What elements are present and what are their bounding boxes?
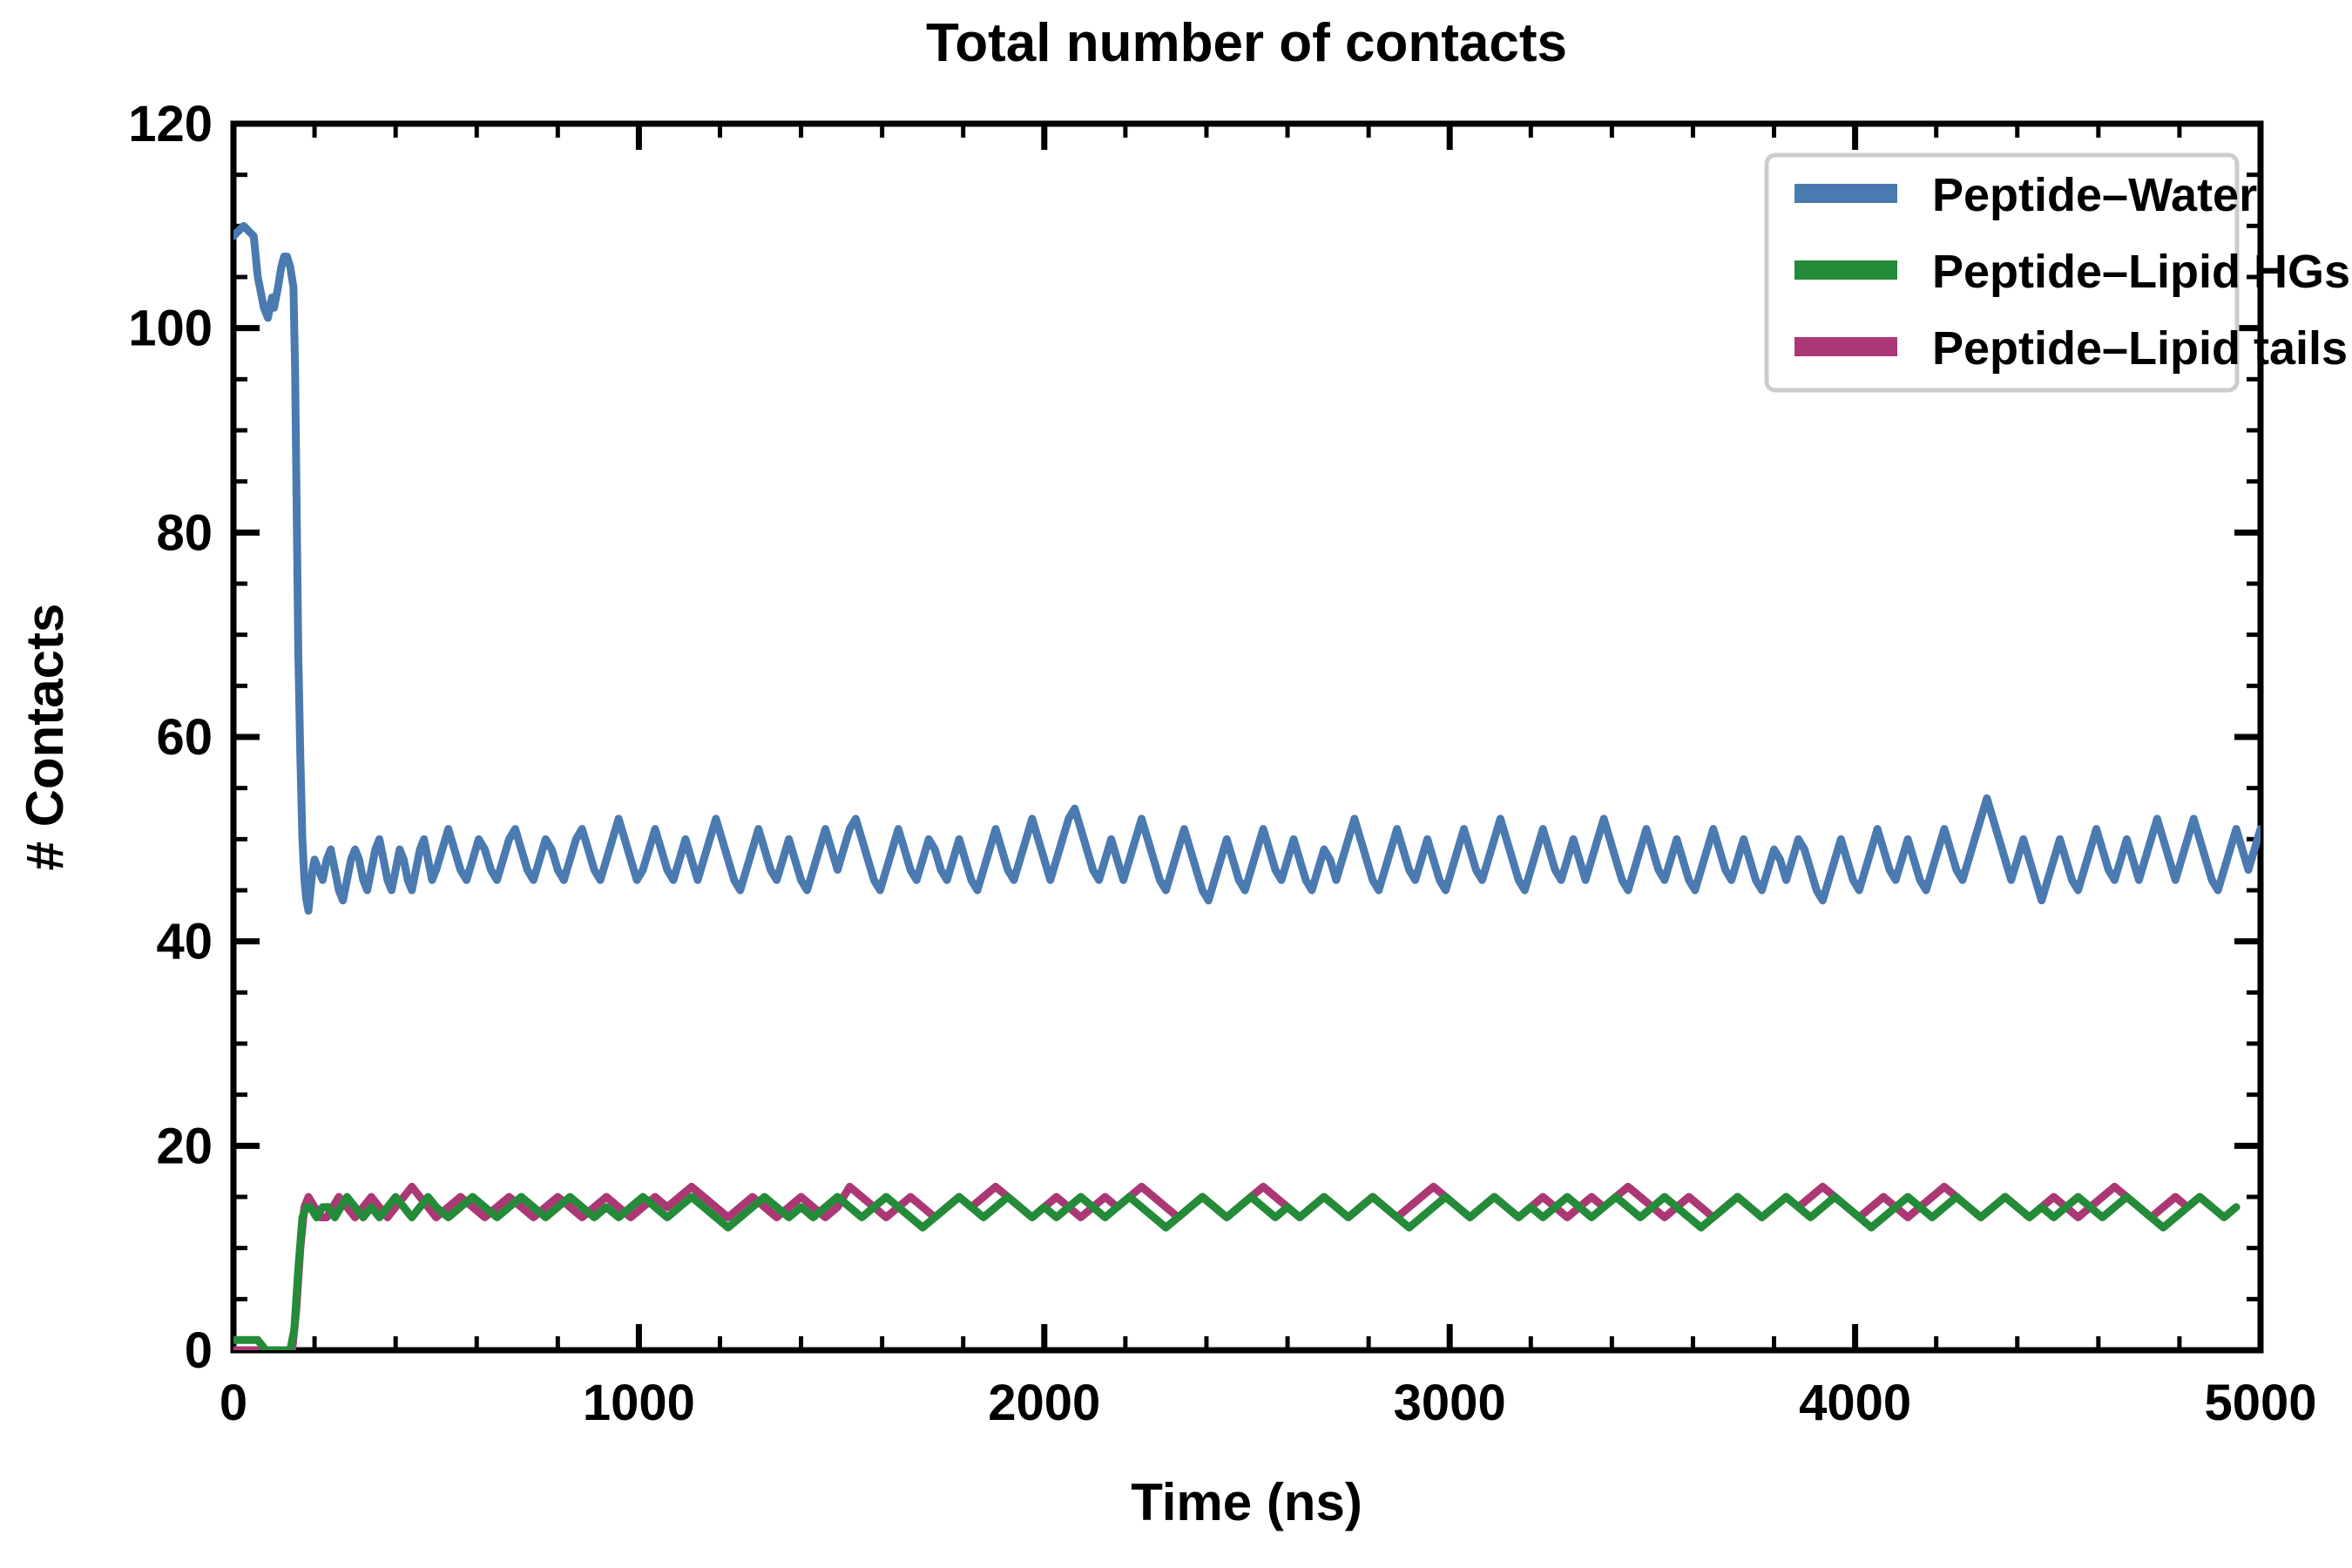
y-tick-label: 40 (156, 914, 213, 970)
y-tick-labels-group: 0 20 40 60 80 100 120 (128, 96, 213, 1379)
y-tick-label: 0 (185, 1322, 213, 1379)
x-tick-label: 0 (220, 1375, 247, 1431)
y-tick-label: 80 (156, 504, 213, 561)
chart-legend[interactable]: Peptide–Water Peptide–Lipid HGs Peptide–Li… (1764, 152, 2350, 393)
series-line (233, 1193, 2240, 1350)
x-tick-label: 1000 (583, 1375, 695, 1431)
legend-frame (1764, 152, 2240, 393)
x-tick-labels-group: 0 1000 2000 3000 4000 5000 (220, 1375, 2317, 1431)
y-tick-label: 120 (128, 96, 213, 152)
y-tick-label: 100 (128, 301, 213, 357)
y-axis-label: # Contacts (16, 604, 74, 871)
legend-items-group: Peptide–Water Peptide–Lipid HGs Peptide–Li… (1794, 169, 2350, 375)
major-ticks-group (230, 120, 2264, 1354)
y-tick-label: 60 (156, 709, 213, 766)
x-tick-label: 4000 (1799, 1375, 1911, 1431)
legend-label: Peptide–Lipid tails (1932, 322, 2348, 375)
x-tick-label: 3000 (1394, 1375, 1506, 1431)
y-tick-label: 20 (156, 1118, 213, 1174)
minor-ticks-group (233, 124, 2261, 1350)
data-series-group (233, 221, 2261, 1350)
x-tick-label: 2000 (988, 1375, 1100, 1431)
x-axis-label: Time (ns) (1131, 1473, 1362, 1531)
series-line (233, 221, 2261, 915)
chart-title: Total number of contacts (926, 13, 1567, 73)
legend-label: Peptide–Lipid HGs (1932, 246, 2350, 298)
x-tick-label: 5000 (2204, 1375, 2316, 1431)
legend-label: Peptide–Water (1932, 169, 2257, 221)
